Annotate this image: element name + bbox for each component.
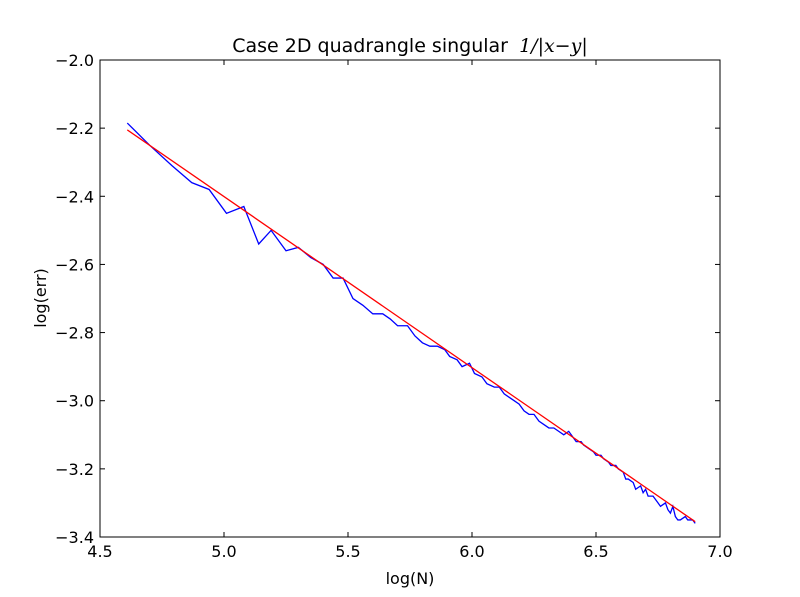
y-axis-label: log(err) [31, 268, 50, 328]
chart-title-math: 1/|x−y| [519, 35, 588, 57]
y-tick-label: −3.2 [55, 460, 94, 479]
chart-title-text: Case 2D quadrangle singular [232, 35, 508, 57]
x-axis-label: log(N) [386, 569, 435, 588]
series-line-1 [126, 129, 696, 523]
y-tick-label: −2.2 [55, 119, 94, 138]
y-tick-label: −2.6 [55, 255, 94, 274]
y-tick-label: −2.0 [55, 51, 94, 70]
svg-text:Case 2D quadrangle singular: Case 2D quadrangle singular 1/|x−y| [232, 35, 588, 57]
y-tick-label: −2.4 [55, 187, 94, 206]
y-tick-label: −3.4 [55, 528, 94, 547]
series-layer [126, 122, 696, 524]
chart-title: Case 2D quadrangle singular 1/|x−y| [232, 35, 588, 57]
ticks-layer: 4.5 5.0 5.5 6.0 6.5 7.0 −3.4 −3.2 −3.0 −2.8 −2.6 −2… [55, 51, 733, 561]
x-tick-label: 6.5 [583, 542, 608, 561]
x-tick-label: 6.0 [459, 542, 484, 561]
x-tick-label: 4.5 [87, 542, 112, 561]
series-line-0 [126, 122, 696, 524]
y-tick-label: −3.0 [55, 392, 94, 411]
x-tick-label: 5.0 [211, 542, 236, 561]
x-tick-label: 5.5 [335, 542, 360, 561]
plot-area-frame [99, 59, 721, 538]
x-tick-label: 7.0 [707, 542, 732, 561]
y-tick-label: −2.8 [55, 324, 94, 343]
